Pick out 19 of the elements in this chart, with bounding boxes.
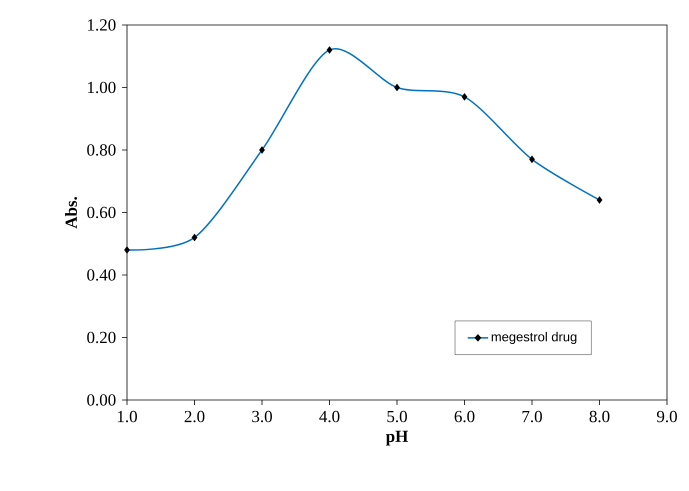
x-tick-label: 9.0 (656, 410, 677, 422)
x-tick-label: 2.0 (184, 410, 204, 422)
x-tick-label: 8.0 (590, 410, 610, 422)
y-tick-label: 0.80 (87, 144, 116, 156)
x-tick-label: 6.0 (454, 410, 474, 422)
legend-label: megestrol drug (492, 332, 576, 344)
y-tick-label: 1.20 (88, 19, 116, 31)
x-tick-label: 4.0 (319, 410, 340, 422)
x-tick-label: 1.0 (118, 410, 137, 422)
x-tick-label: 3.0 (252, 410, 272, 422)
x-axis-title: pH (386, 430, 408, 446)
y-tick-label: 0.40 (87, 269, 116, 281)
x-tick-label: 5.0 (387, 410, 407, 422)
y-tick-label: 0.20 (87, 332, 116, 344)
y-tick-label: 0.00 (87, 394, 116, 406)
y-tick-label: 1.00 (88, 82, 116, 94)
x-tick-label: 7.0 (522, 410, 542, 422)
y-axis-title: Abs. (65, 197, 78, 229)
y-tick-label: 0.60 (87, 206, 116, 218)
